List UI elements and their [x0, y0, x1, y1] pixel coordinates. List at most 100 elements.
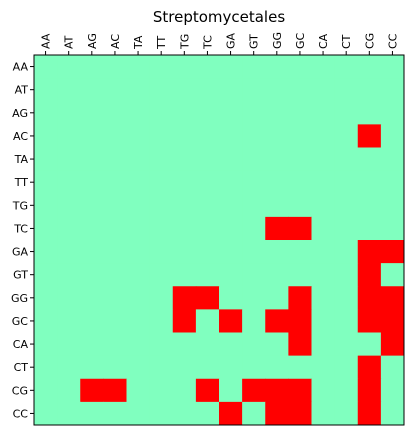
heatmap-cell-TG-GC — [288, 193, 312, 218]
heatmap-cell-AG-AG — [80, 101, 104, 125]
heatmap-cell-GT-TG — [172, 263, 197, 287]
heatmap-cell-AA-GG — [265, 55, 289, 79]
heatmap-cell-CT-CA — [311, 355, 336, 380]
heatmap-cell-GC-CT — [334, 309, 359, 333]
heatmap-cell-TG-GG — [265, 193, 289, 218]
heatmap-cell-AA-AT — [57, 55, 81, 79]
heatmap-cell-CC-AG — [80, 401, 104, 426]
heatmap-cell-GG-AC — [103, 286, 127, 310]
heatmap-cell-GA-CG — [357, 240, 382, 264]
heatmap-cell-TC-TA — [126, 216, 151, 241]
heatmap-cell-GC-AT — [57, 309, 81, 333]
heatmap-cell-AA-TC — [195, 55, 220, 79]
heatmap-cell-AG-TT — [149, 101, 174, 125]
heatmap-cell-AT-TA — [126, 78, 151, 102]
heatmap-cell-GT-GC — [288, 263, 312, 287]
heatmap-cell-TG-AG — [80, 193, 104, 218]
heatmap-cell-GA-TA — [126, 240, 151, 264]
heatmap-cell-CT-AG — [80, 355, 104, 380]
heatmap-cell-TG-CG — [357, 193, 382, 218]
heatmap-cell-TG-CC — [380, 193, 405, 218]
heatmap-cell-AG-AT — [57, 101, 81, 125]
heatmap-cells — [34, 55, 405, 426]
x-tick-label: AT — [63, 35, 76, 49]
heatmap-cell-TC-AA — [34, 216, 58, 241]
heatmap-cell-AT-TT — [149, 78, 174, 102]
heatmap-cell-GG-GC — [288, 286, 312, 310]
heatmap-cell-TC-CA — [311, 216, 336, 241]
heatmap-cell-AC-CA — [311, 124, 336, 148]
y-tick-label: CG — [12, 384, 28, 397]
heatmap-cell-CA-GG — [265, 332, 289, 357]
heatmap-cell-TT-GG — [265, 170, 289, 195]
heatmap-cell-AA-TT — [149, 55, 174, 79]
heatmap-cell-TT-CT — [334, 170, 359, 195]
heatmap-cell-AA-AG — [80, 55, 104, 79]
heatmap-cell-CA-AA — [34, 332, 58, 357]
x-tick-label: CC — [386, 33, 399, 49]
heatmap-cell-AT-TG — [172, 78, 197, 102]
heatmap-cell-GG-AT — [57, 286, 81, 310]
heatmap-cell-CT-GG — [265, 355, 289, 380]
heatmap-cell-GA-AT — [57, 240, 81, 264]
heatmap-cell-AC-AA — [34, 124, 58, 148]
y-tick-label: TA — [14, 153, 29, 166]
heatmap-cell-TA-GC — [288, 147, 312, 172]
heatmap-cell-GT-GA — [219, 263, 243, 287]
heatmap-cell-GA-AA — [34, 240, 58, 264]
heatmap-cell-TG-AC — [103, 193, 127, 218]
heatmap-cell-CC-CC — [380, 401, 405, 426]
heatmap-cell-AG-GG — [265, 101, 289, 125]
heatmap-cell-AC-TA — [126, 124, 151, 148]
heatmap-cell-CC-GT — [242, 401, 266, 426]
heatmap-cell-CA-GA — [219, 332, 243, 357]
heatmap-cell-TA-TC — [195, 147, 220, 172]
heatmap-cell-GT-CC — [380, 263, 405, 287]
heatmap-cell-AG-TG — [172, 101, 197, 125]
heatmap-cell-TG-TA — [126, 193, 151, 218]
heatmap-cell-AA-CC — [380, 55, 405, 79]
heatmap-cell-TT-TG — [172, 170, 197, 195]
heatmap-cell-CG-CT — [334, 378, 359, 403]
x-tick-label: AA — [40, 33, 53, 49]
heatmap-cell-TT-AG — [80, 170, 104, 195]
heatmap-cell-TG-AT — [57, 193, 81, 218]
heatmap-cell-TC-TG — [172, 216, 197, 241]
x-tick-label: CA — [317, 33, 330, 49]
heatmap-cell-CT-CT — [334, 355, 359, 380]
heatmap-cell-GG-GG — [265, 286, 289, 310]
heatmap-cell-CA-CT — [334, 332, 359, 357]
heatmap-cell-TC-AT — [57, 216, 81, 241]
heatmap-cell-GC-AA — [34, 309, 58, 333]
heatmap-cell-TA-AC — [103, 147, 127, 172]
y-tick-label: AT — [15, 84, 29, 97]
heatmap-cell-CG-AT — [57, 378, 81, 403]
plot-frame — [33, 54, 405, 426]
heatmap-cell-TA-CC — [380, 147, 405, 172]
heatmap-cell-AG-CG — [357, 101, 382, 125]
heatmap-cell-CC-TA — [126, 401, 151, 426]
heatmap-cell-GC-CA — [311, 309, 336, 333]
heatmap-cell-AT-GT — [242, 78, 266, 102]
heatmap-cell-AC-CT — [334, 124, 359, 148]
heatmap-cell-AA-TA — [126, 55, 151, 79]
x-tick-label: CG — [363, 33, 376, 49]
heatmap-cell-GC-TA — [126, 309, 151, 333]
heatmap-cell-CT-GA — [219, 355, 243, 380]
x-tick-label: CT — [340, 34, 353, 49]
heatmap-cell-TG-GT — [242, 193, 266, 218]
heatmap-cell-AC-AG — [80, 124, 104, 148]
heatmap-cell-AT-CG — [357, 78, 382, 102]
heatmap-cell-TA-CA — [311, 147, 336, 172]
heatmap-cell-AT-TC — [195, 78, 220, 102]
heatmap-cell-CC-TC — [195, 401, 220, 426]
heatmap-cell-TG-CT — [334, 193, 359, 218]
heatmap-cell-CT-CC — [380, 355, 405, 380]
heatmap-cell-CA-CC — [380, 332, 405, 357]
heatmap-cell-AC-GC — [288, 124, 312, 148]
x-tick-label: TC — [201, 35, 214, 50]
heatmap-cell-AA-CG — [357, 55, 382, 79]
x-tick-label: AC — [109, 34, 122, 49]
y-tick-label: TG — [12, 199, 28, 212]
heatmap-cell-TG-TT — [149, 193, 174, 218]
